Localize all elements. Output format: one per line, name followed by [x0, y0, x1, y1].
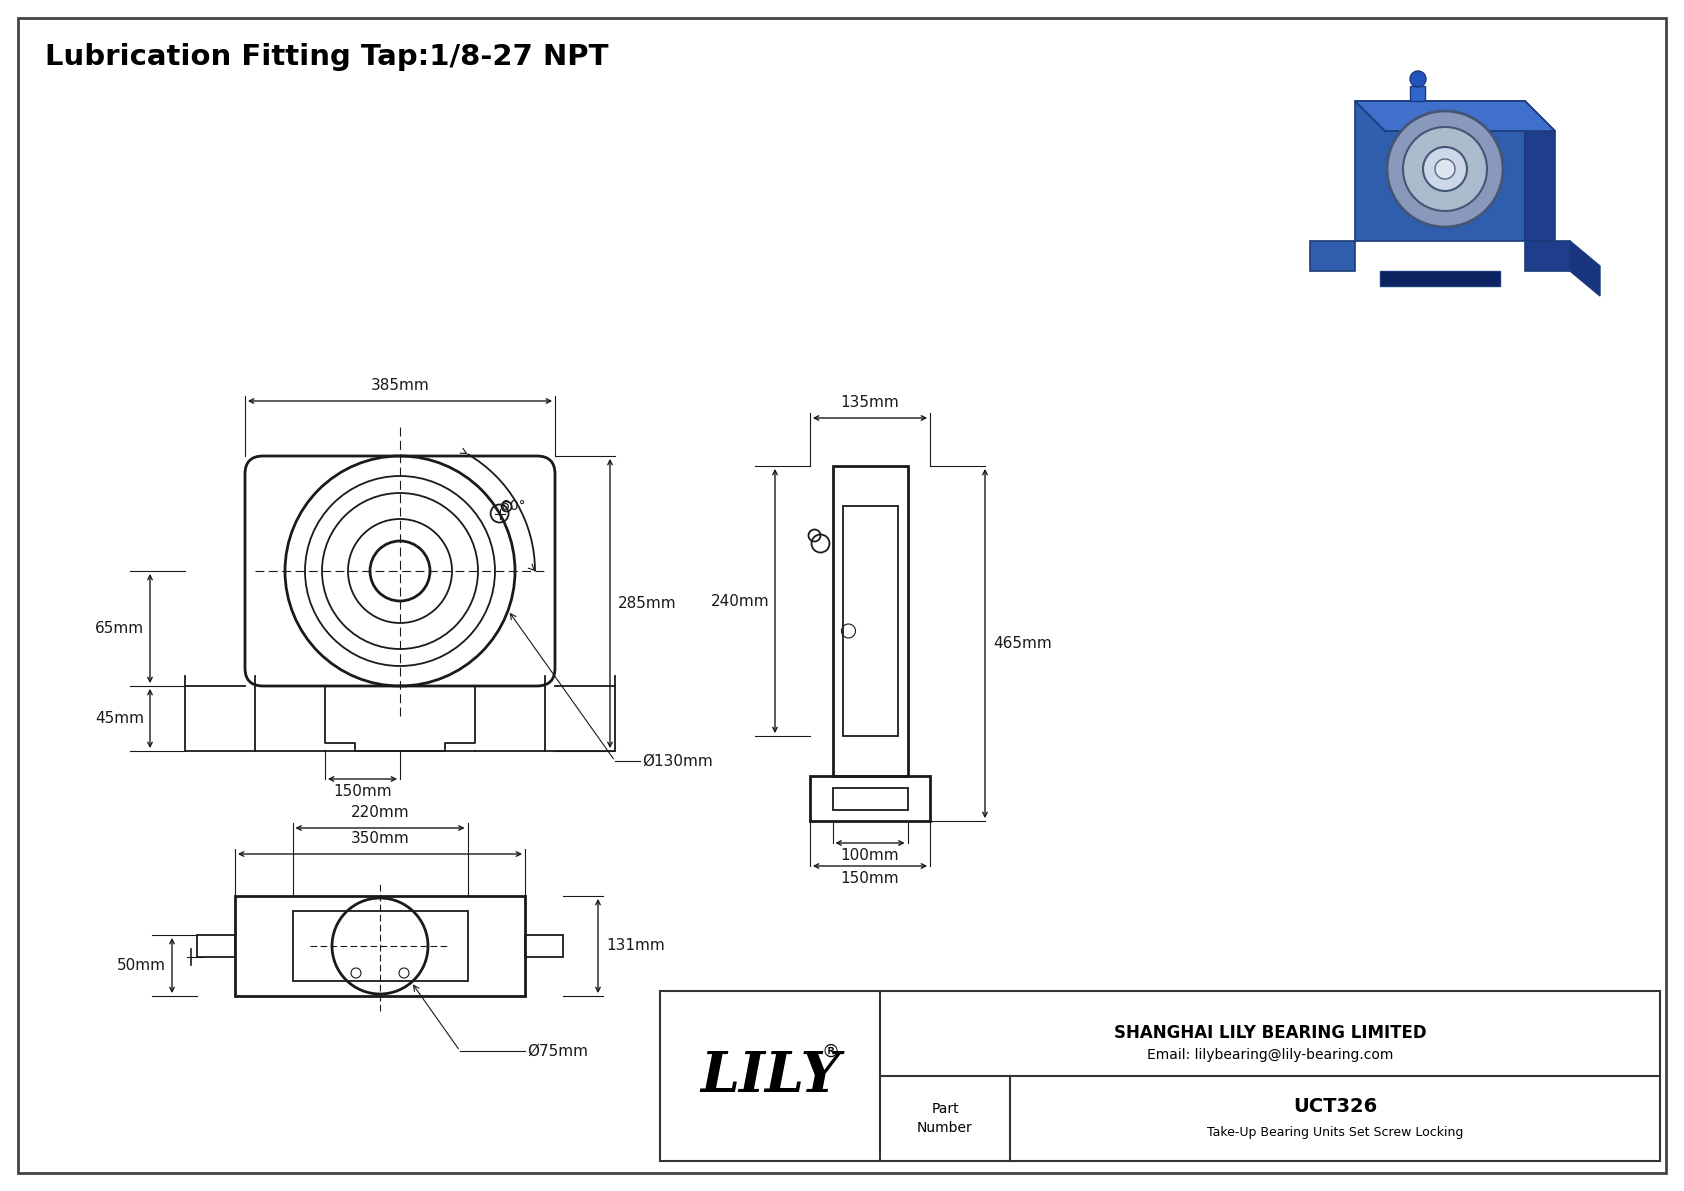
Polygon shape: [1569, 241, 1600, 297]
Text: 50mm: 50mm: [116, 958, 167, 973]
Text: LILY: LILY: [701, 1048, 840, 1104]
Polygon shape: [1310, 241, 1356, 272]
Polygon shape: [1356, 101, 1554, 131]
Text: 220mm: 220mm: [350, 805, 409, 819]
Text: 131mm: 131mm: [606, 939, 665, 954]
Text: Ø75mm: Ø75mm: [527, 1043, 588, 1059]
Text: ®: ®: [822, 1043, 840, 1061]
Polygon shape: [1410, 86, 1425, 101]
Text: 350mm: 350mm: [350, 831, 409, 846]
Circle shape: [1435, 160, 1455, 179]
Circle shape: [1410, 71, 1426, 87]
Text: 385mm: 385mm: [370, 378, 429, 393]
Bar: [293, 911, 468, 981]
Text: Take-Up Bearing Units Set Screw Locking: Take-Up Bearing Units Set Screw Locking: [1207, 1125, 1463, 1139]
Text: UCT326: UCT326: [1293, 1097, 1378, 1116]
Polygon shape: [1356, 101, 1526, 241]
Circle shape: [1423, 146, 1467, 191]
Text: Part
Number: Part Number: [918, 1103, 973, 1135]
Text: SHANGHAI LILY BEARING LIMITED: SHANGHAI LILY BEARING LIMITED: [1113, 1024, 1426, 1042]
Text: 285mm: 285mm: [618, 596, 677, 611]
Text: Ø130mm: Ø130mm: [642, 754, 712, 768]
Text: 65mm: 65mm: [94, 621, 145, 636]
Bar: [236, 896, 525, 996]
Text: 135mm: 135mm: [840, 395, 899, 410]
Bar: [832, 466, 908, 777]
Circle shape: [1403, 127, 1487, 211]
Text: 465mm: 465mm: [994, 636, 1052, 651]
Bar: [832, 787, 908, 810]
Polygon shape: [1379, 272, 1500, 286]
Polygon shape: [1526, 241, 1569, 272]
Text: Lubrication Fitting Tap:1/8-27 NPT: Lubrication Fitting Tap:1/8-27 NPT: [45, 43, 608, 71]
Text: 150mm: 150mm: [333, 784, 392, 799]
Bar: [842, 506, 898, 736]
Circle shape: [1388, 111, 1504, 227]
Bar: [197, 935, 236, 958]
Text: 45mm: 45mm: [94, 711, 145, 727]
Polygon shape: [1526, 101, 1554, 272]
Text: 150mm: 150mm: [840, 871, 899, 886]
Text: 240mm: 240mm: [711, 593, 770, 609]
Bar: [660, 991, 1660, 1161]
Bar: [810, 777, 930, 821]
Text: 60°: 60°: [502, 499, 525, 513]
Bar: [525, 935, 562, 958]
Text: Email: lilybearing@lily-bearing.com: Email: lilybearing@lily-bearing.com: [1147, 1048, 1393, 1062]
Text: 100mm: 100mm: [840, 848, 899, 863]
